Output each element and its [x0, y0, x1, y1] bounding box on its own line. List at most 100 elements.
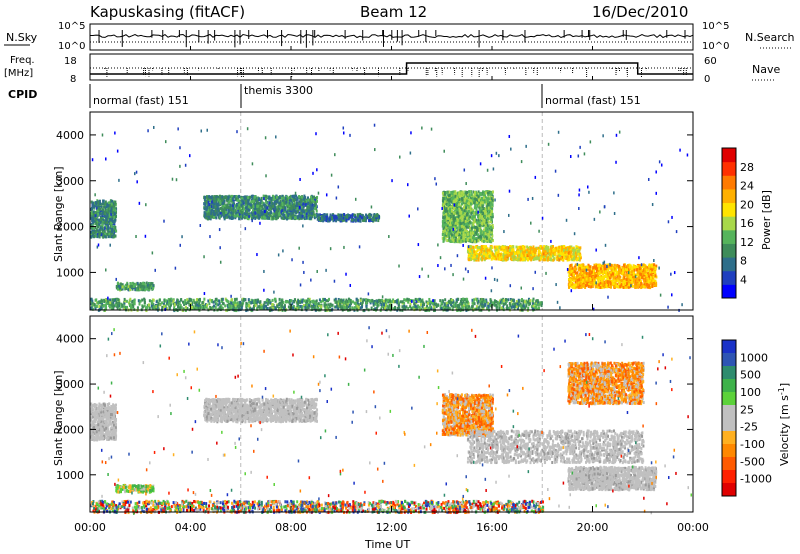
- power-point: [109, 231, 112, 235]
- freq-label-line1: Freq.: [10, 55, 35, 66]
- power-point: [265, 211, 268, 215]
- power-point: [140, 287, 143, 291]
- power-point: [231, 216, 234, 220]
- power-point: [547, 252, 550, 256]
- power-point: [528, 249, 531, 253]
- power-point: [205, 200, 208, 204]
- power-point: [452, 217, 455, 221]
- power-point: [566, 248, 569, 252]
- power-point: [448, 209, 451, 213]
- power-point: [107, 211, 110, 215]
- power-point: [462, 195, 465, 199]
- power-point: [537, 246, 540, 250]
- power-point: [449, 239, 452, 243]
- power-point: [458, 192, 461, 196]
- power-point: [462, 210, 465, 214]
- power-point: [485, 226, 488, 230]
- power-point: [468, 198, 471, 202]
- power-point: [595, 263, 598, 267]
- power-point: [470, 190, 473, 194]
- power-point: [445, 222, 448, 226]
- power-point: [365, 216, 368, 220]
- power-point: [487, 220, 490, 224]
- power-point: [231, 203, 234, 207]
- power-point: [463, 197, 466, 201]
- power-point: [454, 190, 457, 194]
- power-point: [294, 214, 297, 218]
- power-point: [486, 223, 489, 227]
- power-point: [472, 215, 475, 219]
- power-point: [234, 209, 237, 213]
- power-point: [264, 208, 267, 212]
- power-point: [466, 236, 469, 240]
- power-point: [249, 213, 252, 217]
- power-point: [262, 202, 265, 206]
- power-point: [502, 253, 505, 257]
- power-point: [226, 203, 229, 207]
- power-point: [506, 248, 509, 252]
- power-point: [545, 245, 548, 249]
- power-point: [207, 209, 210, 213]
- power-point: [217, 200, 220, 204]
- power-point: [463, 209, 466, 213]
- power-point: [460, 191, 463, 195]
- power-point: [451, 218, 454, 222]
- power-point: [137, 286, 140, 290]
- power-point: [451, 236, 454, 240]
- power-point: [92, 216, 95, 220]
- power-point: [476, 198, 479, 202]
- power-point: [254, 203, 257, 207]
- power-point: [455, 207, 458, 211]
- power-point: [106, 216, 109, 220]
- power-point: [448, 226, 451, 230]
- power-point: [566, 256, 569, 260]
- power-point: [487, 193, 490, 197]
- power-point: [465, 225, 468, 229]
- power-point: [273, 200, 276, 204]
- power-point: [513, 251, 516, 255]
- power-point: [95, 212, 98, 216]
- power-point: [456, 208, 459, 212]
- power-point: [482, 219, 485, 223]
- power-point: [450, 197, 453, 201]
- power-point: [474, 245, 477, 249]
- power-point: [290, 201, 293, 205]
- power-point: [442, 209, 445, 213]
- power-point: [223, 202, 226, 206]
- power-point: [484, 252, 487, 256]
- power-point: [295, 211, 298, 215]
- power-point: [284, 197, 287, 201]
- date-title: 16/Dec/2010: [592, 3, 688, 21]
- power-point: [491, 203, 494, 207]
- power-point: [363, 216, 366, 220]
- power-point: [476, 194, 479, 198]
- power-point: [107, 230, 110, 234]
- power-point: [255, 207, 258, 211]
- power-point: [481, 215, 484, 219]
- power-point: [488, 229, 491, 233]
- power-point: [233, 214, 236, 218]
- power-point: [454, 235, 457, 239]
- power-point: [468, 202, 471, 206]
- power-point: [98, 218, 101, 222]
- power-point: [552, 245, 555, 249]
- power-point: [593, 277, 596, 281]
- power-point: [244, 203, 247, 207]
- power-point: [453, 227, 456, 231]
- power-point: [95, 231, 98, 235]
- power-point: [298, 195, 301, 199]
- power-point: [203, 202, 206, 206]
- power-point: [232, 206, 235, 210]
- power-point: [229, 206, 232, 210]
- power-point: [258, 206, 261, 210]
- power-point: [279, 214, 282, 218]
- power-point: [547, 246, 550, 250]
- power-point: [470, 251, 473, 255]
- power-point: [303, 210, 306, 214]
- power-point: [559, 245, 562, 249]
- power-point: [273, 212, 276, 216]
- power-point: [477, 219, 480, 223]
- power-point: [484, 193, 487, 197]
- power-point: [281, 203, 284, 207]
